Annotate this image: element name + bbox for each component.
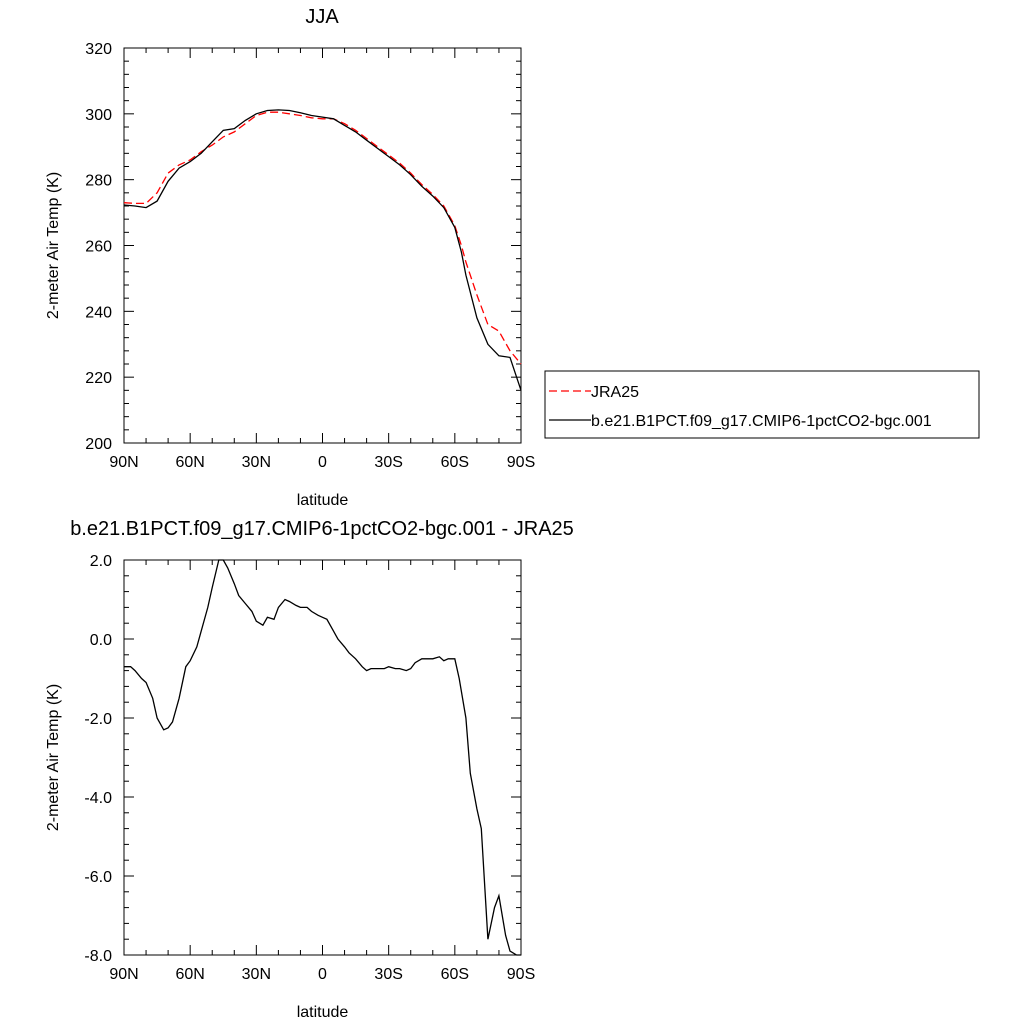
x-tick-label: 90S	[507, 966, 535, 983]
series-line-b-e21-b1pct-f09-g17-cmip6-1pctco2-bgc-001	[123, 109, 522, 391]
x-axis-label: latitude	[297, 1004, 349, 1021]
x-tick-label: 90N	[109, 966, 138, 983]
y-tick-label: 320	[85, 41, 112, 58]
y-tick-label: -4.0	[84, 790, 112, 807]
x-tick-label: 60S	[441, 966, 469, 983]
difference-panel: b.e21.B1PCT.f09_g17.CMIP6-1pctCO2-bgc.00…	[45, 518, 574, 1021]
series-line-0	[124, 559, 521, 956]
x-tick-label: 60N	[175, 454, 204, 471]
x-axis-label: latitude	[297, 492, 349, 509]
plot-frame	[123, 559, 522, 956]
x-tick-label: 90S	[507, 454, 535, 471]
legend-label: JRA25	[591, 384, 639, 401]
x-tick-label: 0	[318, 454, 327, 471]
chart-title: b.e21.B1PCT.f09_g17.CMIP6-1pctCO2-bgc.00…	[70, 518, 574, 540]
x-tick-label: 30N	[242, 966, 271, 983]
temperature-panel: JJA 90N 60N 30N 0 30S 60S 90S 200 220 240 260 280 300…	[45, 6, 980, 509]
y-tick-label: 280	[85, 173, 112, 190]
x-tick-label: 30S	[374, 454, 402, 471]
y-tick-label: 220	[85, 370, 112, 387]
y-axis-label: 2-meter Air Temp (K)	[45, 172, 62, 319]
legend	[544, 370, 980, 439]
x-tick-label: 60N	[175, 966, 204, 983]
legend-label: b.e21.B1PCT.f09_g17.CMIP6-1pctCO2-bgc.00…	[591, 413, 932, 430]
x-tick-label: 0	[318, 966, 327, 983]
x-tick-label: 30N	[242, 454, 271, 471]
y-tick-label: 2.0	[90, 553, 112, 570]
x-tick-label: 60S	[441, 454, 469, 471]
x-tick-label: 90N	[109, 454, 138, 471]
y-tick-label: -6.0	[84, 869, 112, 886]
y-tick-label: -2.0	[84, 711, 112, 728]
y-tick-label: 0.0	[90, 632, 112, 649]
chart-title: JJA	[305, 6, 339, 28]
y-tick-label: -8.0	[84, 948, 112, 965]
y-tick-label: 200	[85, 436, 112, 453]
series-line-jra25	[123, 111, 522, 365]
y-tick-label: 240	[85, 304, 112, 321]
y-axis-label: 2-meter Air Temp (K)	[45, 684, 62, 831]
y-tick-label: 300	[85, 107, 112, 124]
y-tick-label: 260	[85, 239, 112, 256]
x-tick-label: 30S	[374, 966, 402, 983]
plot-frame	[123, 47, 522, 444]
